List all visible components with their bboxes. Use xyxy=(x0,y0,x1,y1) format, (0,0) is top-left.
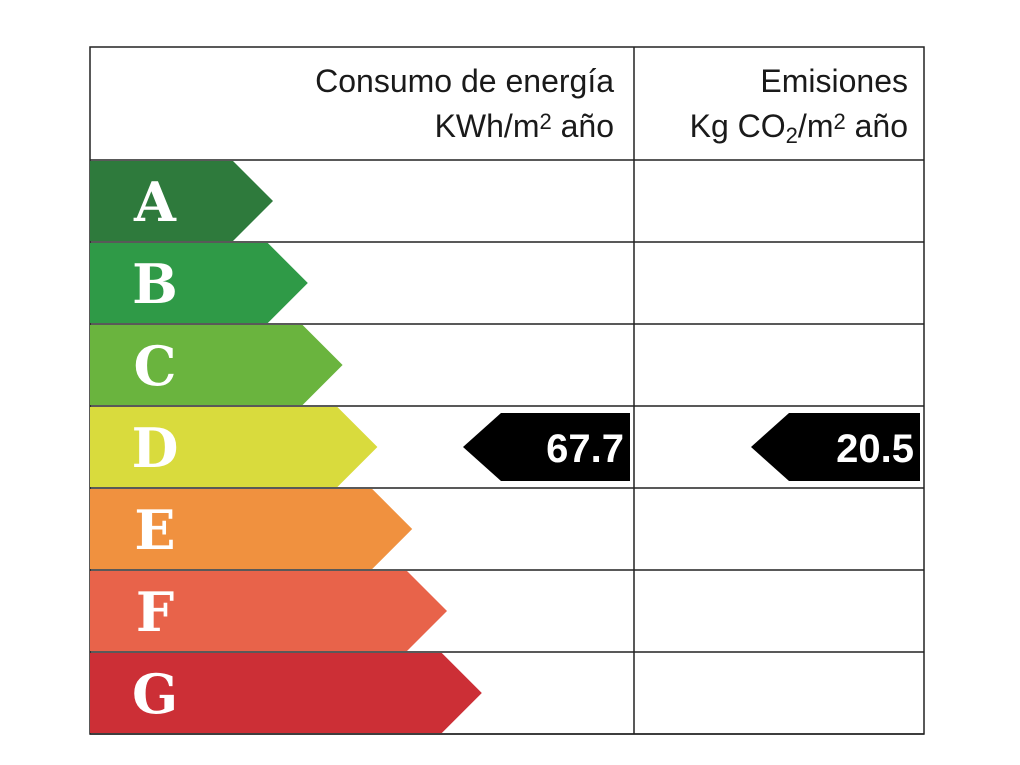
rating-letter: F xyxy=(136,580,174,644)
header-unit: KWh/m2 año xyxy=(435,108,614,144)
rating-bar xyxy=(90,571,447,651)
unit-part: año xyxy=(846,108,908,144)
rating-letter: D xyxy=(132,416,179,480)
rating-bar xyxy=(90,161,273,241)
rating-bar xyxy=(90,325,343,405)
unit-part: 2 xyxy=(539,109,551,134)
value-label: 67.7 xyxy=(546,427,624,471)
rating-bar xyxy=(90,653,482,733)
rating-letter: A xyxy=(133,170,177,234)
unit-part: 2 xyxy=(833,109,845,134)
rating-letter: B xyxy=(132,252,178,316)
header-title: Consumo de energía xyxy=(315,63,614,99)
unit-part: /m xyxy=(798,108,834,144)
unit-part: Kg CO xyxy=(690,108,786,144)
header-unit: Kg CO2/m2 año xyxy=(690,108,908,148)
rating-letter: E xyxy=(134,498,175,562)
rating-bar xyxy=(90,489,413,569)
rating-letter: G xyxy=(132,662,178,726)
value-arrow xyxy=(751,413,920,481)
rating-letter: C xyxy=(134,334,177,398)
value-arrow xyxy=(463,413,630,481)
unit-part: 2 xyxy=(786,123,798,148)
rating-bar xyxy=(90,243,308,323)
unit-part: año xyxy=(552,108,614,144)
header-title: Emisiones xyxy=(760,63,908,99)
rating-bar xyxy=(90,407,378,487)
value-label: 20.5 xyxy=(836,427,914,471)
unit-part: KWh/m xyxy=(435,108,540,144)
